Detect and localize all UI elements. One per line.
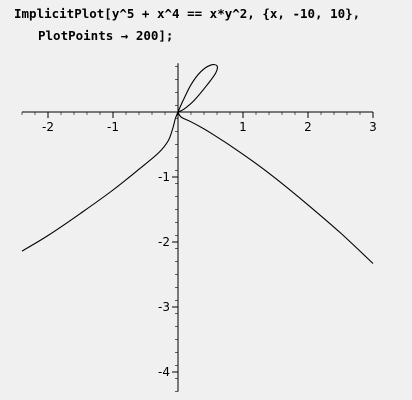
code-line-1[interactable]: ImplicitPlot[y^5 + x^4 == x*y^2, {x, -10…	[14, 6, 361, 21]
x-tick-label: -1	[107, 120, 119, 134]
curve-branch-2	[177, 111, 374, 264]
y-tick-label: -3	[158, 300, 170, 314]
y-tick-label: -4	[158, 365, 170, 379]
curve-branch-3	[177, 64, 218, 113]
x-tick-label: 3	[369, 120, 377, 134]
x-tick-label: -2	[42, 120, 54, 134]
code-line-2[interactable]: PlotPoints → 200];	[38, 28, 174, 43]
x-tick-label: 1	[239, 120, 247, 134]
y-tick-label: -2	[158, 235, 170, 249]
x-tick-label: 2	[304, 120, 312, 134]
input-cell[interactable]: ImplicitPlot[y^5 + x^4 == x*y^2, {x, -10…	[0, 0, 412, 50]
curve-branch-1	[21, 111, 179, 252]
y-tick-label: -1	[158, 170, 170, 184]
